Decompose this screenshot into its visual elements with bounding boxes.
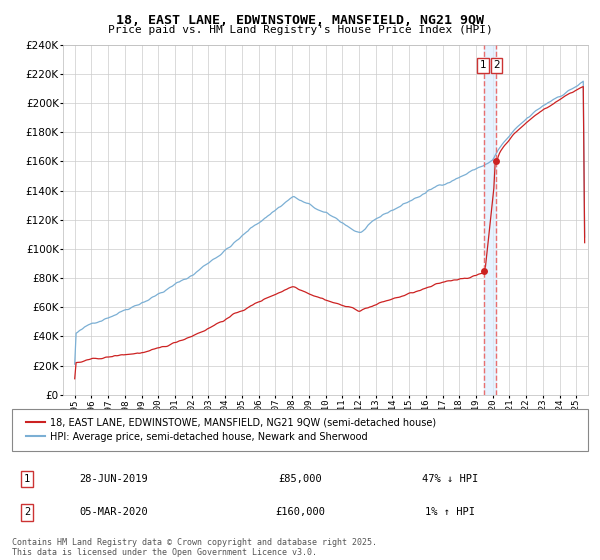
Text: £160,000: £160,000: [275, 507, 325, 517]
Text: 2: 2: [493, 60, 500, 70]
Text: 28-JUN-2019: 28-JUN-2019: [80, 474, 148, 484]
Text: 1% ↑ HPI: 1% ↑ HPI: [425, 507, 475, 517]
Text: 1: 1: [24, 474, 30, 484]
Text: 1: 1: [480, 60, 487, 70]
Text: 2: 2: [24, 507, 30, 517]
Text: £85,000: £85,000: [278, 474, 322, 484]
Legend: 18, EAST LANE, EDWINSTOWE, MANSFIELD, NG21 9QW (semi-detached house), HPI: Avera: 18, EAST LANE, EDWINSTOWE, MANSFIELD, NG…: [23, 415, 439, 445]
Text: 05-MAR-2020: 05-MAR-2020: [80, 507, 148, 517]
FancyBboxPatch shape: [12, 409, 588, 451]
Text: Price paid vs. HM Land Registry's House Price Index (HPI): Price paid vs. HM Land Registry's House …: [107, 25, 493, 35]
Bar: [484, 45, 496, 395]
Text: Contains HM Land Registry data © Crown copyright and database right 2025.
This d: Contains HM Land Registry data © Crown c…: [12, 538, 377, 557]
Text: 47% ↓ HPI: 47% ↓ HPI: [422, 474, 478, 484]
Text: 18, EAST LANE, EDWINSTOWE, MANSFIELD, NG21 9QW: 18, EAST LANE, EDWINSTOWE, MANSFIELD, NG…: [116, 14, 484, 27]
